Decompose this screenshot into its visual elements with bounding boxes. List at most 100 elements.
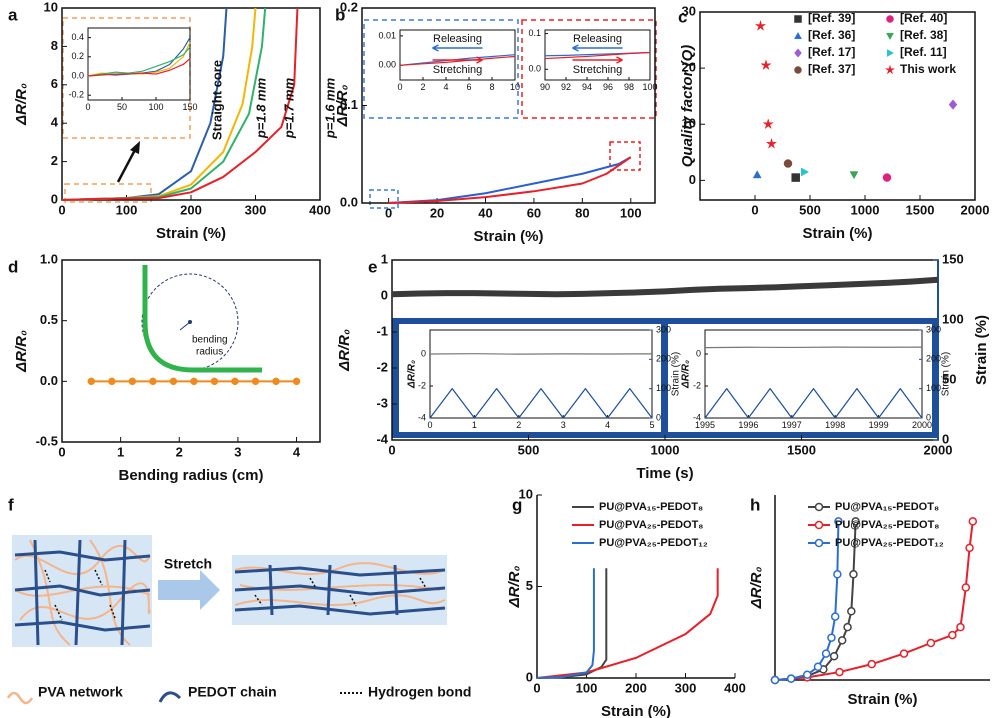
x-tick-label: 400	[724, 680, 746, 695]
x-tick-label: 0	[385, 205, 392, 220]
marker	[926, 638, 936, 648]
series-label: Releasing	[573, 33, 622, 45]
legend-text: PU@PVA₁₅-PEDOT₈	[835, 501, 939, 513]
marker	[956, 622, 965, 632]
y-tick-label: 0.2	[71, 51, 84, 61]
x-tick-label: 0	[751, 202, 758, 217]
x-tick-label: 0	[58, 444, 65, 459]
y-tick-label: 0.1	[340, 97, 358, 112]
marker	[87, 377, 96, 386]
x-tick-label: 0	[58, 202, 65, 217]
x-axis-label: Strain (%)	[156, 225, 226, 242]
marker	[770, 675, 780, 685]
x-tick-label: 0	[533, 680, 540, 695]
legend-text: PVA network	[38, 684, 123, 700]
panel-letter: b	[335, 5, 345, 24]
x-tick-label: 1999	[869, 420, 889, 430]
y-tick-label: -0.5	[36, 433, 58, 448]
y2-tick-label: 0	[926, 412, 931, 422]
y2-tick-label: 0	[942, 431, 949, 446]
y-axis-label: ΔR/R₀	[681, 360, 692, 389]
zoom-arrow-head	[130, 141, 140, 154]
x-tick-label: 500	[518, 442, 540, 457]
y-tick-label: 0.5	[40, 312, 58, 327]
legend-text: [Ref. 40]	[900, 11, 947, 25]
x-tick-label: 300	[675, 680, 697, 695]
marker	[190, 377, 198, 386]
plot-frame	[704, 329, 923, 419]
y-tick-label: -3	[376, 395, 388, 410]
series-label: p=1.8 mm	[253, 77, 268, 139]
x-tick-label: 100	[642, 82, 657, 92]
panel-letter: c	[678, 7, 687, 26]
annotation: radius	[196, 347, 223, 358]
arrow	[572, 44, 623, 52]
x-tick-label: 2000	[912, 420, 932, 430]
y-tick-label: 1	[381, 251, 388, 266]
legend-pedot	[158, 691, 182, 703]
y-axis-label: ΔR/R₀	[334, 85, 351, 128]
panel-letter: e	[368, 257, 377, 276]
inset-bg	[399, 324, 661, 432]
x-tick-label: 5	[649, 420, 654, 430]
y-tick-label: 0.2	[340, 0, 358, 14]
x-tick-label: 0	[397, 82, 402, 92]
series-line	[388, 156, 632, 204]
x-tick-label: 96	[603, 82, 613, 92]
x-tick-label: 400	[309, 202, 331, 217]
y-tick-label: -2	[693, 380, 701, 390]
marker	[884, 64, 896, 75]
marker	[791, 173, 800, 182]
marker	[835, 667, 844, 677]
x-tick-label: 4	[605, 420, 610, 430]
y2-tick-label: 100	[942, 311, 964, 326]
x-axis-label: Time (s)	[636, 465, 693, 482]
y-tick-label: 0	[696, 348, 701, 358]
marker	[830, 612, 840, 621]
annotation: bending	[192, 335, 228, 346]
x-tick-label: 0	[427, 420, 432, 430]
y2-tick-label: 50	[942, 371, 956, 386]
marker	[965, 543, 974, 553]
marker	[786, 674, 796, 683]
y-tick-label: -4	[376, 431, 388, 446]
series-line	[704, 388, 923, 419]
x-tick-label: 300	[245, 202, 267, 217]
marker	[108, 377, 116, 386]
series-line	[399, 55, 516, 66]
x-tick-label: 60	[527, 205, 541, 220]
x-tick-label: 3	[234, 444, 241, 459]
x-axis-label: Strain (%)	[473, 228, 543, 245]
series-line	[388, 156, 632, 204]
marker	[794, 31, 802, 40]
y-tick-label: 0.4	[71, 32, 84, 42]
y-tick-label: 20	[682, 60, 696, 75]
arrow	[572, 56, 623, 64]
radius-line	[179, 321, 191, 331]
x-tick-label: 4	[443, 82, 448, 92]
y-tick-label: 10	[44, 0, 58, 14]
marker	[961, 583, 971, 592]
x-tick-label: 2000	[961, 202, 990, 217]
marker	[765, 137, 778, 149]
marker	[813, 662, 823, 672]
x-tick-label: 200	[625, 680, 647, 695]
series-line	[429, 388, 653, 419]
series-line	[536, 568, 595, 679]
legend-text: [Ref. 11]	[900, 45, 947, 59]
marker	[886, 15, 894, 23]
y2-tick-label: 300	[926, 324, 941, 334]
y-tick-label: 0	[381, 287, 388, 302]
y-axis-label: ΔR/R₀	[13, 83, 30, 126]
x-tick-label: 2	[420, 82, 425, 92]
marker	[847, 607, 856, 616]
marker	[231, 377, 239, 386]
x-tick-label: 2	[176, 444, 183, 459]
y-axis-label: ΔR/R₀	[13, 330, 30, 373]
marker	[128, 377, 137, 386]
hbond	[44, 569, 116, 621]
panel-letter: d	[8, 257, 18, 276]
y-tick-label: -2	[418, 380, 426, 390]
marker	[814, 538, 824, 548]
series-line	[536, 568, 719, 679]
